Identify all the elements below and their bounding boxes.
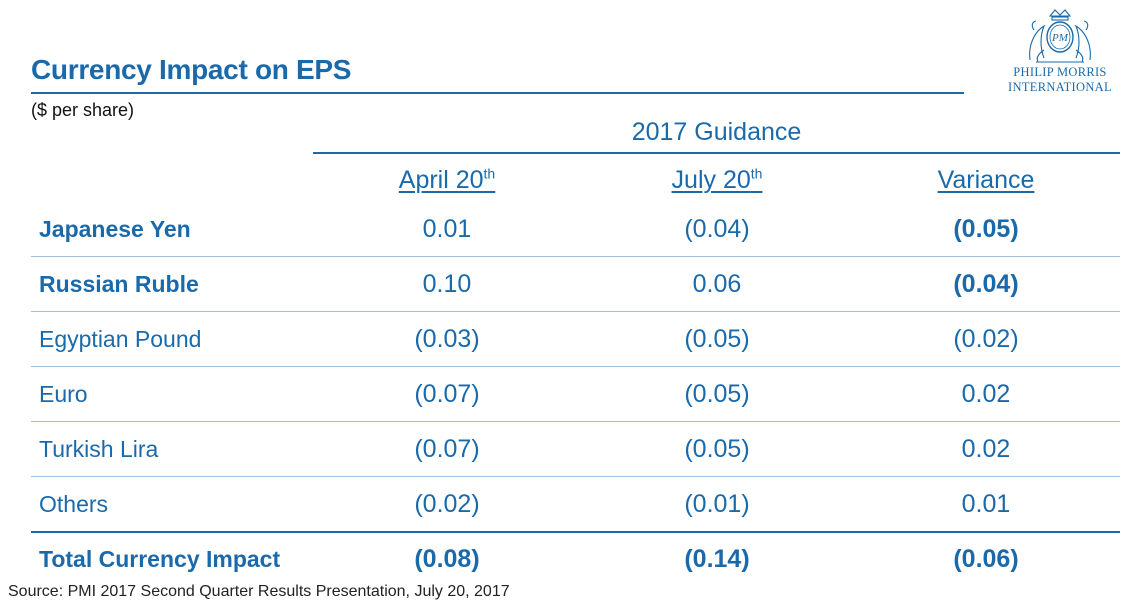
cell-april: (0.03) [414,325,480,353]
title-rule [31,92,964,94]
cell-april: 0.10 [422,270,472,298]
cell-july: 0.06 [692,270,742,298]
source-note: Source: PMI 2017 Second Quarter Results … [8,583,510,600]
cell-april: (0.07) [414,380,480,408]
column-header-april: April 20th [312,166,582,195]
column-header-july: July 20th [582,166,852,195]
company-logo: PM PHILIP MORRIS INTERNATIONAL [1000,6,1120,96]
cell-april: (0.08) [414,545,480,573]
cell-variance: 0.01 [961,490,1011,518]
cell-april: (0.02) [414,490,480,518]
cell-variance: (0.04) [953,270,1019,298]
cell-july: (0.05) [684,380,750,408]
page-title: Currency Impact on EPS [31,54,352,85]
column-header-july-sup: th [750,165,763,182]
cell-july: (0.14) [684,545,750,573]
row-divider [31,531,1120,533]
table-row: Russian Ruble 0.10 0.06 (0.04) [31,257,1120,311]
column-header-july-label: July 20 [671,166,751,194]
cell-july: (0.01) [684,490,750,518]
guidance-rule [313,152,1120,154]
row-label: Euro [39,381,88,407]
row-divider [31,366,1120,367]
row-label: Turkish Lira [39,436,159,462]
cell-april: 0.01 [422,215,472,243]
row-divider [31,311,1120,312]
logo-text-line1: PHILIP MORRIS [1013,65,1107,79]
table-row: Japanese Yen 0.01 (0.04) (0.05) [31,202,1120,256]
total-row: Total Currency Impact (0.08) (0.14) (0.06) [31,532,1120,586]
row-divider [31,256,1120,257]
cell-variance: (0.02) [953,325,1019,353]
cell-april: (0.07) [414,435,480,463]
column-header-variance: Variance [851,166,1121,195]
row-label: Russian Ruble [39,271,199,297]
cell-july: (0.04) [684,215,750,243]
column-header-variance-label: Variance [937,166,1035,194]
row-label: Others [39,491,109,517]
table-row: Turkish Lira (0.07) (0.05) 0.02 [31,422,1120,476]
row-label: Japanese Yen [39,216,191,242]
cell-variance: (0.06) [953,545,1019,573]
column-header-april-sup: th [483,165,496,182]
row-label: Total Currency Impact [39,546,281,572]
cell-variance: 0.02 [961,380,1011,408]
cell-variance: (0.05) [953,215,1019,243]
cell-july: (0.05) [684,435,750,463]
logo-monogram: PM [1051,32,1069,44]
row-divider [31,421,1120,422]
guidance-header: 2017 Guidance [631,118,802,146]
page-subtitle: ($ per share) [31,100,135,120]
cell-july: (0.05) [684,325,750,353]
logo-text-line2: INTERNATIONAL [1008,80,1112,94]
cell-variance: 0.02 [961,435,1011,463]
row-label: Egyptian Pound [39,326,202,352]
column-header-april-label: April 20 [398,166,484,194]
pmi-crest-icon: PM [1029,9,1091,63]
table-row: Euro (0.07) (0.05) 0.02 [31,367,1120,421]
table-row: Others (0.02) (0.01) 0.01 [31,477,1120,531]
table-row: Egyptian Pound (0.03) (0.05) (0.02) [31,312,1120,366]
row-divider [31,476,1120,477]
